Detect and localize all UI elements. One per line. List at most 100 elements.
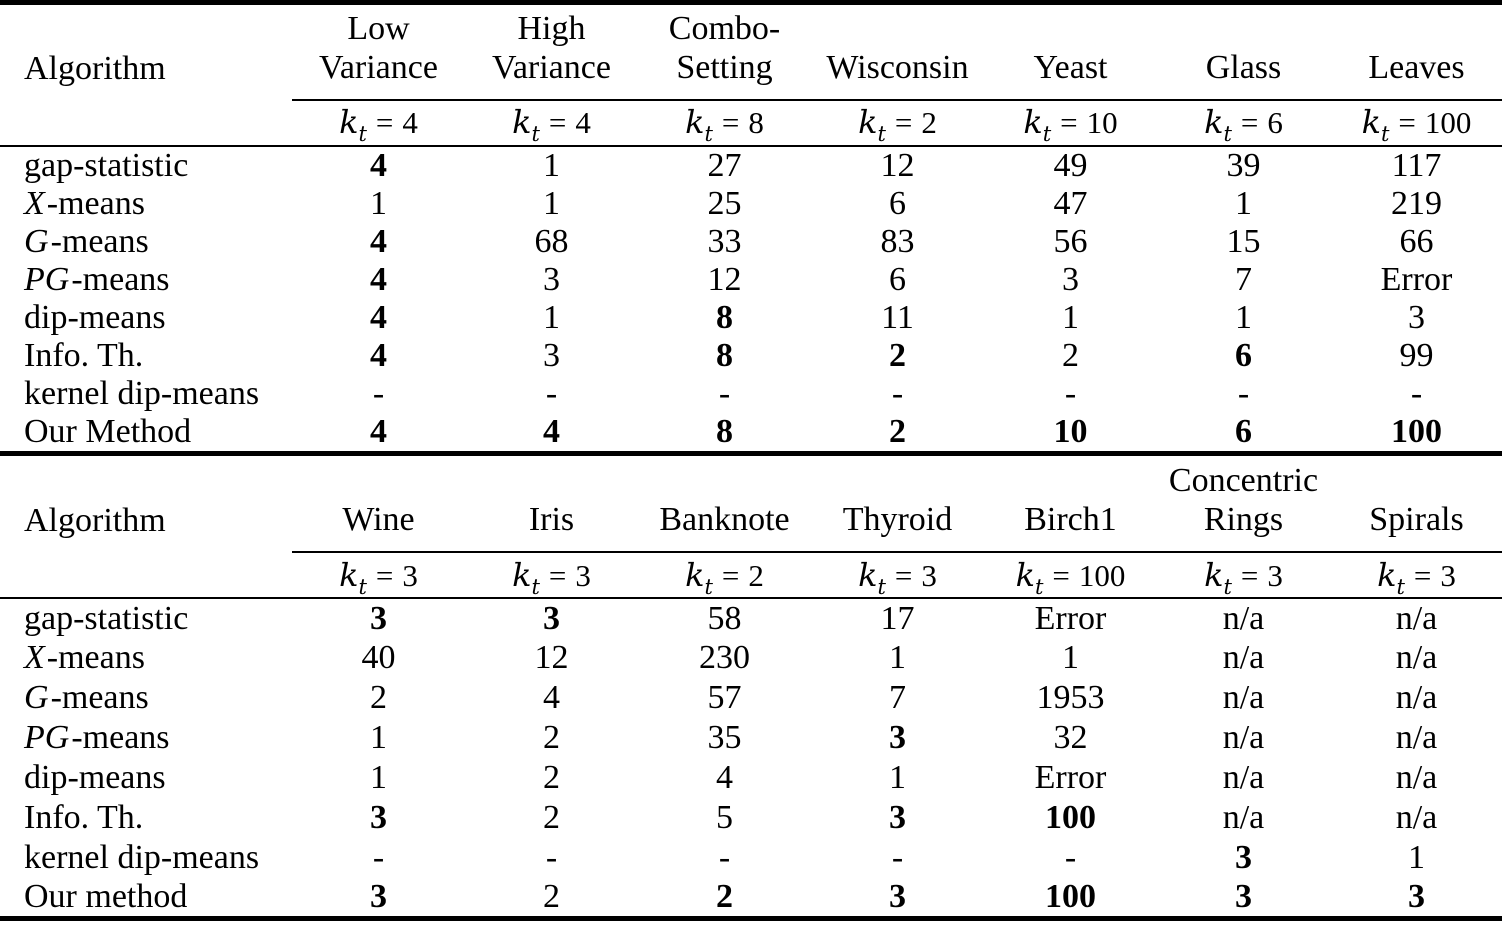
value-cell: 99 (1399, 336, 1434, 374)
kt-value: kt = 3 (1330, 551, 1502, 599)
kt-value: kt = 2 (638, 551, 811, 599)
algorithm-label: gap-statistic (24, 599, 189, 637)
value-cell: 3 (889, 719, 906, 756)
value-cell: - (891, 374, 904, 412)
value-cell: 2 (889, 336, 906, 374)
value-cell: n/a (1395, 679, 1438, 716)
algorithm-column-header: Algorithm (24, 502, 166, 539)
table-row: Our Method 4 4 8 2 10 6 100 (0, 413, 1502, 451)
value-cell: 6 (1235, 412, 1252, 450)
kt-value: kt = 4 (465, 98, 638, 147)
value-cell: 1 (889, 639, 906, 676)
value-cell: 12 (534, 639, 569, 676)
algorithm-label: dip-means (24, 298, 166, 336)
value-cell: 7 (889, 679, 906, 716)
value-cell: 1 (370, 719, 387, 756)
value-cell: 2 (889, 412, 906, 450)
results-table-2-body: gap-statistic 3 3 58 17 Error n/a n/a X-means 40 1… (0, 598, 1502, 919)
value-cell: 117 (1391, 146, 1442, 184)
value-cell: - (1237, 374, 1250, 412)
value-cell: 1 (370, 184, 387, 222)
value-cell: n/a (1222, 759, 1265, 796)
results-table-1: Algorithm Low Variance High Variance Com… (0, 0, 1502, 451)
dataset-header-row: Algorithm Wine Iris Banknote Thyroid Bir… (0, 453, 1502, 552)
value-cell: - (718, 839, 731, 876)
column-header-combo-setting: Combo- Setting (668, 9, 781, 86)
value-cell: n/a (1222, 799, 1265, 836)
table-row: PG-means 1 2 35 3 32 n/a n/a (0, 718, 1502, 758)
table-row: Info. Th. 3 2 5 3 100 n/a n/a (0, 798, 1502, 838)
value-cell: 56 (1053, 222, 1088, 260)
value-cell: 3 (370, 799, 387, 836)
value-cell: 1 (543, 298, 560, 336)
value-cell: n/a (1395, 719, 1438, 756)
value-cell: 8 (716, 412, 733, 450)
value-cell: 3 (1235, 839, 1252, 876)
value-cell: 100 (1045, 878, 1096, 915)
table-row: gap-statistic 4 1 27 12 49 39 117 (0, 146, 1502, 185)
value-cell: 2 (716, 878, 733, 915)
column-header-wisconsin: Wisconsin (826, 48, 969, 86)
value-cell: 58 (707, 599, 742, 637)
value-cell: 27 (707, 146, 742, 184)
value-cell: 8 (716, 336, 733, 374)
value-cell: 3 (889, 799, 906, 836)
column-header-thyroid: Thyroid (842, 501, 953, 538)
value-cell: 4 (543, 679, 560, 716)
value-cell: - (718, 374, 731, 412)
value-cell: 3 (543, 599, 560, 637)
value-cell: 40 (361, 639, 396, 676)
algorithm-label: Our Method (24, 412, 192, 450)
value-cell: Error (1034, 599, 1107, 637)
value-cell: 1 (1235, 184, 1252, 222)
column-header-wine: Wine (342, 501, 415, 538)
value-cell: 2 (543, 878, 560, 915)
value-cell: - (545, 374, 558, 412)
value-cell: 4 (716, 759, 733, 796)
kt-empty-cell (0, 552, 292, 599)
value-cell: 5 (716, 799, 733, 836)
value-cell: - (1064, 839, 1077, 876)
value-cell: 49 (1053, 146, 1088, 184)
value-cell: 4 (370, 336, 387, 374)
kt-value: kt = 3 (465, 551, 638, 599)
value-cell: 2 (543, 799, 560, 836)
column-header-iris: Iris (528, 501, 575, 538)
kt-header-row: kt = 3 kt = 3 kt = 2 kt = 3 kt = 100 kt = 3 kt = 3 (0, 551, 1502, 599)
algorithm-label: X-means (24, 184, 145, 222)
algorithm-column-header: Algorithm (24, 49, 166, 87)
column-header-high-variance: High Variance (492, 9, 611, 86)
value-cell: 1 (889, 759, 906, 796)
value-cell: n/a (1395, 759, 1438, 796)
value-cell: n/a (1222, 599, 1265, 637)
value-cell: 1 (370, 759, 387, 796)
value-cell: 1 (1235, 298, 1252, 336)
kt-empty-cell (0, 99, 292, 147)
value-cell: 4 (370, 222, 387, 260)
value-cell: 66 (1399, 222, 1434, 260)
value-cell: 7 (1235, 260, 1252, 298)
value-cell: - (1410, 374, 1423, 412)
value-cell: 6 (889, 260, 906, 298)
value-cell: n/a (1395, 599, 1438, 637)
value-cell: 2 (543, 759, 560, 796)
value-cell: - (891, 839, 904, 876)
kt-header-row: kt = 4 kt = 4 kt = 8 kt = 2 kt = 10 kt = 6 kt = 100 (0, 98, 1502, 147)
value-cell: 4 (370, 412, 387, 450)
kt-value: kt = 2 (811, 98, 984, 147)
column-header-leaves: Leaves (1368, 48, 1465, 86)
algorithm-label: Info. Th. (24, 336, 144, 374)
value-cell: 3 (1235, 878, 1252, 915)
kt-value: kt = 3 (292, 551, 465, 599)
algorithm-label: Info. Th. (24, 799, 144, 836)
value-cell: 3 (1408, 878, 1425, 915)
algorithm-label: X-means (24, 639, 145, 676)
table-row: PG-means 4 3 12 6 3 7 Error (0, 261, 1502, 299)
kt-value: kt = 100 (984, 551, 1157, 599)
value-cell: 3 (543, 336, 560, 374)
value-cell: 17 (880, 599, 915, 637)
value-cell: 1 (1062, 639, 1079, 676)
value-cell: 25 (707, 184, 742, 222)
value-cell: 2 (543, 719, 560, 756)
algorithm-label: kernel dip-means (24, 839, 260, 876)
